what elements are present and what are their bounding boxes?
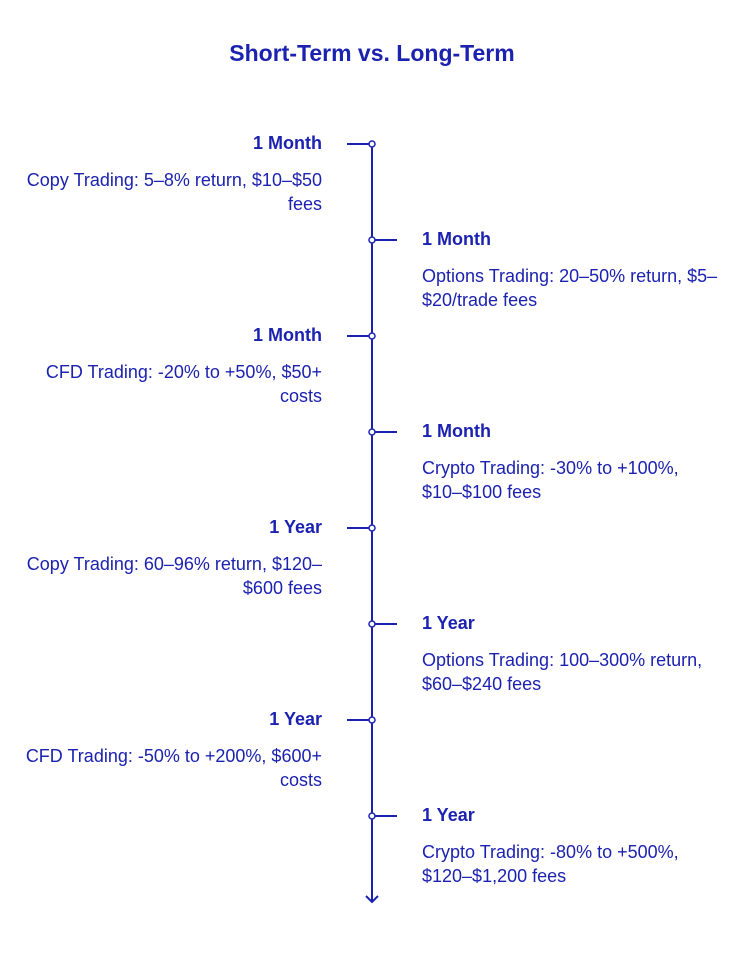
timeline-node	[368, 620, 376, 628]
timeline-item-label: 1 Year	[269, 517, 322, 537]
timeline-item-text: CFD Trading: -50% to +200%, $600+ costs	[25, 746, 322, 790]
timeline-item-label: 1 Month	[422, 229, 491, 249]
timeline-item-label: 1 Month	[422, 421, 491, 441]
timeline-arrow-icon	[365, 895, 379, 904]
timeline-node	[368, 716, 376, 724]
timeline-item-text: Crypto Trading: -80% to +500%, $120–$1,2…	[422, 842, 679, 886]
timeline-node	[368, 428, 376, 436]
timeline-item-label: 1 Year	[422, 613, 475, 633]
timeline-node	[368, 524, 376, 532]
timeline-item-text: Options Trading: 20–50% return, $5–$20/t…	[422, 266, 718, 310]
timeline-item-text: Options Trading: 100–300% return, $60–$2…	[422, 650, 703, 694]
timeline-item-label: 1 Month	[253, 325, 322, 345]
timeline-node	[368, 812, 376, 820]
timeline-item-text: CFD Trading: -20% to +50%, $50+ costs	[45, 362, 322, 406]
timeline-item-label: 1 Year	[269, 709, 322, 729]
timeline-item-text: Copy Trading: 60–96% return, $120–$600 f…	[26, 554, 322, 598]
timeline-item-label: 1 Year	[422, 805, 475, 825]
timeline-item-text: Crypto Trading: -30% to +100%, $10–$100 …	[422, 458, 679, 502]
timeline-item-text: Copy Trading: 5–8% return, $10–$50 fees	[26, 170, 322, 214]
timeline-node	[368, 236, 376, 244]
timeline-item-label: 1 Month	[253, 133, 322, 153]
timeline-node	[368, 332, 376, 340]
page-title: Short-Term vs. Long-Term	[229, 40, 515, 66]
timeline-node	[368, 140, 376, 148]
